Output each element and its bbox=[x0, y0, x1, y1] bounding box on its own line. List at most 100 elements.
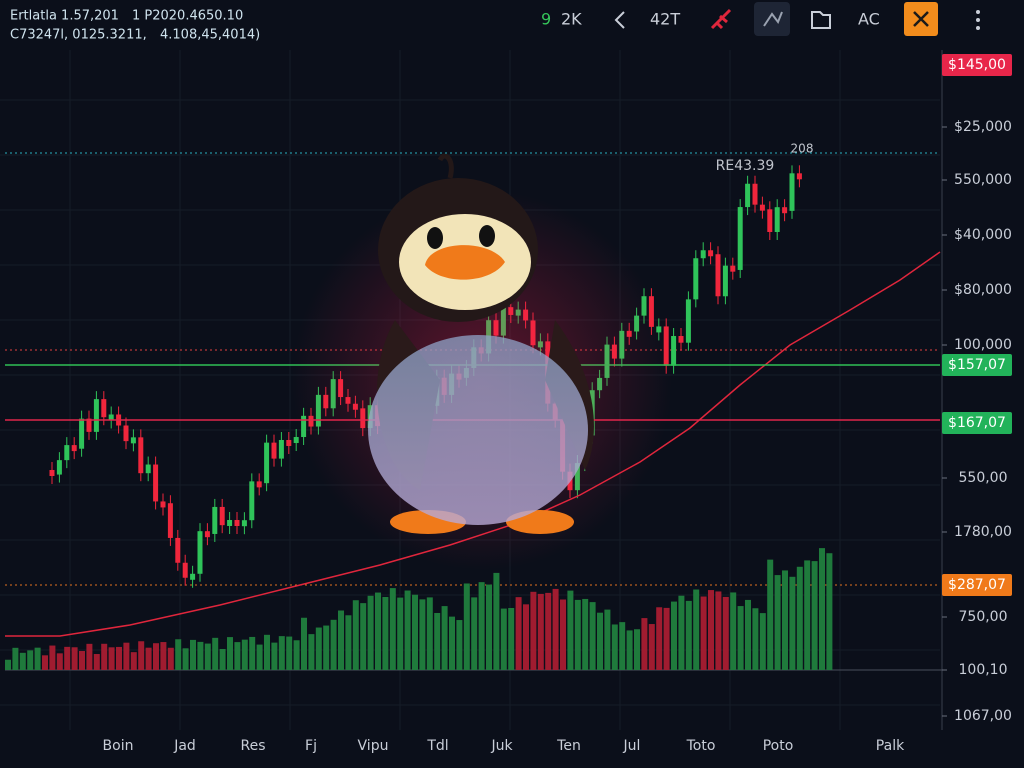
count-prefix[interactable]: 9 bbox=[541, 10, 551, 29]
price-badge bbox=[942, 354, 1012, 376]
volume-bar bbox=[434, 612, 441, 670]
volume-bar bbox=[426, 597, 433, 670]
volume-bar bbox=[530, 591, 537, 670]
volume-bar bbox=[648, 624, 655, 670]
volume-bar bbox=[589, 602, 596, 670]
price-badge bbox=[942, 574, 1012, 596]
candle-body bbox=[86, 418, 92, 432]
candle-body bbox=[145, 464, 151, 474]
candle-body bbox=[175, 537, 181, 563]
price-label: 100,000 bbox=[954, 337, 1012, 353]
candle-body bbox=[759, 204, 765, 211]
candle-body bbox=[271, 442, 277, 459]
volume-bar bbox=[382, 596, 389, 670]
volume-bar bbox=[471, 597, 478, 670]
volume-bar bbox=[796, 566, 803, 670]
price-label: $25,000 bbox=[954, 119, 1012, 135]
volume-bar bbox=[227, 637, 233, 670]
volume-bar bbox=[145, 647, 152, 670]
volume-bar bbox=[745, 599, 751, 670]
indicator-button[interactable] bbox=[754, 2, 790, 36]
candle-body bbox=[693, 258, 699, 300]
volume-bar bbox=[197, 641, 204, 670]
time-axis: Boin Jad Res Fj Vipu Tdl Juk Ten Jul Toto Poto Palk bbox=[103, 738, 906, 754]
candle-body bbox=[153, 464, 159, 502]
eye bbox=[479, 225, 495, 247]
volume-bar bbox=[412, 594, 418, 670]
volume-bar bbox=[478, 582, 485, 670]
draw-tool[interactable] bbox=[710, 8, 732, 30]
time-label: Ten bbox=[556, 738, 581, 754]
time-label: Fj bbox=[305, 738, 317, 754]
volume-bar bbox=[493, 572, 500, 670]
volume-bar bbox=[301, 617, 307, 670]
ticker[interactable]: 42T bbox=[650, 10, 680, 29]
toolbar: 9 2K 42T AC bbox=[541, 2, 980, 36]
candle-body bbox=[101, 399, 107, 418]
volume-bar bbox=[182, 648, 189, 670]
candle-body bbox=[227, 519, 233, 526]
volume-bar bbox=[641, 618, 648, 670]
candle-body bbox=[286, 439, 292, 446]
candle-body bbox=[767, 209, 773, 232]
volume-bar bbox=[826, 553, 833, 670]
volume-bar bbox=[204, 643, 211, 670]
candle-body bbox=[79, 418, 85, 449]
time-label: Juk bbox=[490, 738, 513, 754]
volume-bar bbox=[685, 600, 692, 670]
header-text: 4.108,45,4014) bbox=[160, 28, 260, 43]
volume-bar bbox=[315, 627, 322, 670]
volume-bar bbox=[508, 607, 515, 670]
volume-bar bbox=[397, 597, 404, 670]
price-label: $40,000 bbox=[954, 227, 1012, 243]
folder-button[interactable] bbox=[811, 11, 831, 29]
candle-body bbox=[219, 506, 225, 526]
candle-body bbox=[685, 299, 691, 343]
candle-body bbox=[64, 445, 70, 461]
candle-body bbox=[182, 562, 188, 578]
volume-bar bbox=[190, 639, 196, 670]
candle-body bbox=[197, 531, 203, 574]
volume-bar bbox=[449, 616, 455, 670]
volume-bar bbox=[789, 576, 796, 670]
candle-body bbox=[678, 336, 684, 343]
volume-bar bbox=[811, 561, 818, 670]
candle-body bbox=[671, 336, 677, 366]
volume-bar bbox=[671, 601, 677, 670]
price-label: 1780,00 bbox=[954, 524, 1012, 540]
candle-body bbox=[49, 470, 55, 476]
candle-body bbox=[730, 265, 736, 272]
price-label: $157,07 bbox=[948, 357, 1006, 373]
count[interactable]: 2K bbox=[561, 10, 582, 29]
volume-bar bbox=[404, 590, 411, 670]
volume-bar bbox=[574, 599, 581, 670]
time-label: Res bbox=[240, 738, 265, 754]
volume-bar bbox=[71, 647, 78, 670]
volume-bar bbox=[656, 607, 663, 670]
volume-bar bbox=[86, 643, 93, 670]
candle-body bbox=[56, 460, 62, 475]
candle-body bbox=[715, 254, 721, 297]
volume-bar bbox=[160, 642, 167, 670]
volume-bar bbox=[138, 641, 145, 670]
menu-button[interactable] bbox=[976, 10, 980, 30]
back-button[interactable] bbox=[614, 11, 625, 29]
volume-bar bbox=[782, 570, 788, 670]
volume-bar bbox=[234, 642, 241, 670]
volume-bar bbox=[500, 608, 507, 670]
price-label: 550,000 bbox=[954, 172, 1012, 188]
volume-bar bbox=[271, 642, 278, 670]
volume-bar bbox=[715, 591, 722, 670]
mode[interactable]: AC bbox=[858, 10, 880, 29]
volume-bar bbox=[212, 637, 219, 670]
volume-bar bbox=[5, 659, 11, 670]
volume-bar bbox=[441, 606, 448, 670]
volume-bar bbox=[737, 606, 744, 670]
candle-body bbox=[138, 437, 144, 474]
volume-bar bbox=[116, 646, 122, 670]
volume-bar bbox=[241, 639, 248, 670]
volume-bar bbox=[774, 575, 781, 670]
volume-bar bbox=[619, 622, 626, 670]
